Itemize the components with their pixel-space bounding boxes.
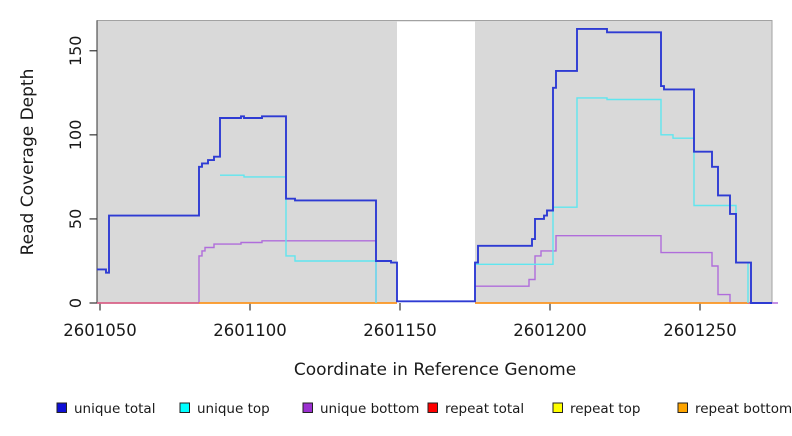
x-tick-label: 2601100 [213,321,287,340]
legend-item: unique bottom [302,401,419,417]
legend-label-repeat-bottom: repeat bottom [695,401,792,417]
legend-item: unique total [56,401,155,417]
legend-item: repeat total [427,401,524,417]
legend-swatch-unique-top [179,402,190,413]
legend-swatch-unique-total [56,402,67,413]
legend-label-repeat-total: repeat total [445,401,524,417]
legend-swatch-repeat-bottom [677,402,688,413]
legend: unique total unique top unique bottom repea… [56,401,792,417]
y-tick-label: 100 [66,120,85,151]
y-tick-label: 150 [66,35,85,66]
legend-label-unique-total: unique total [74,401,155,417]
series-unique-top-line [220,174,377,303]
x-tick-label: 2601150 [363,321,437,340]
series-unique-total-line [97,27,772,304]
y-tick-label: 0 [66,298,85,308]
legend-swatch-repeat-total [427,402,438,413]
legend-item: repeat bottom [677,401,792,417]
series-unique-bottom-line [475,235,778,304]
y-axis-title: Read Coverage Depth [18,69,38,256]
masked-gap [397,21,475,306]
legend-swatch-repeat-top [552,402,563,413]
legend-item: repeat top [552,401,640,417]
x-tick-label: 2601250 [663,321,737,340]
legend-swatch-unique-bottom [302,402,313,413]
legend-label-unique-bottom: unique bottom [320,401,419,417]
y-tick-label: 50 [66,209,85,229]
legend-label-repeat-top: repeat top [570,401,640,417]
legend-item: unique top [179,401,270,417]
x-tick-label: 2601050 [63,321,137,340]
legend-label-unique-top: unique top [197,401,270,417]
x-axis-title: Coordinate in Reference Genome [294,360,576,380]
series-unique-bottom-line [97,240,377,304]
x-tick-label: 2601200 [513,321,587,340]
